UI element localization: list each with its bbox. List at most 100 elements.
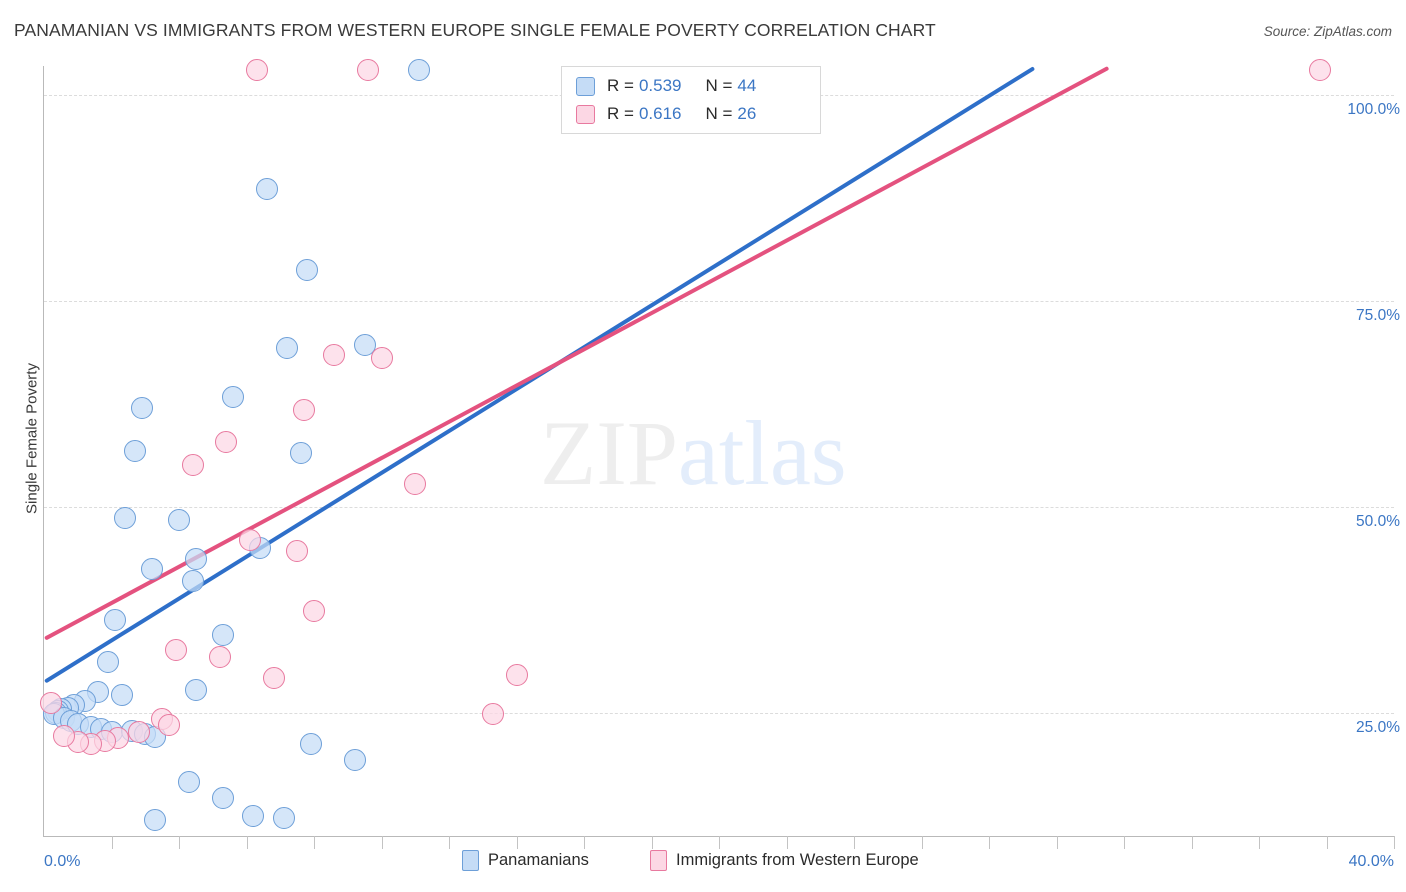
n-value-pink: 26 [737,104,757,123]
series-label-immigrants: Immigrants from Western Europe [676,851,919,869]
scatter-plot-area [39,59,1394,832]
data-point-immigrants[interactable] [245,59,268,82]
data-point-panamanians[interactable] [296,259,319,282]
x-axis-tick [246,836,248,849]
data-point-panamanians[interactable] [184,678,207,701]
r-label-blue: R = [607,76,634,95]
data-point-panamanians[interactable] [168,508,190,531]
data-point-immigrants[interactable] [505,663,528,686]
data-point-immigrants[interactable] [127,721,150,744]
x-axis-tick [516,836,518,849]
data-point-immigrants[interactable] [286,540,309,563]
x-axis-tick [989,836,990,849]
x-axis-tick [314,836,315,849]
gridline-750 [44,300,1394,302]
series-swatch-immigrants [650,850,667,871]
series-legend-panamanians[interactable]: Panamanians [462,850,589,871]
data-point-panamanians[interactable] [211,624,234,647]
stats-legend-row-panamanians: R = 0.539 N = 44 [576,73,756,99]
x-axis-min-label: 0.0% [44,853,81,870]
data-point-immigrants[interactable] [215,431,238,454]
source-attribution: Source: ZipAtlas.com [1263,24,1392,39]
data-point-panamanians[interactable] [272,806,295,829]
data-point-panamanians[interactable] [114,507,136,530]
data-point-immigrants[interactable] [370,347,393,370]
x-axis-tick [179,836,180,849]
gridline-250 [44,712,1394,714]
data-point-immigrants[interactable] [1308,59,1331,82]
y-axis-title: Single Female Poverty [0,0,41,892]
data-point-panamanians[interactable] [97,650,120,673]
x-axis-tick [651,836,653,849]
data-point-panamanians[interactable] [103,609,126,632]
data-point-immigrants[interactable] [292,399,315,422]
data-point-immigrants[interactable] [39,691,62,714]
data-point-immigrants[interactable] [323,344,346,367]
series-legend-immigrants[interactable]: Immigrants from Western Europe [650,850,919,871]
data-point-panamanians[interactable] [184,548,207,571]
data-point-panamanians[interactable] [141,558,163,581]
data-point-panamanians[interactable] [299,732,322,755]
stats-legend: R = 0.539 N = 44 R = 0.616 N = 26 [561,66,821,134]
y-axis-line [43,66,44,836]
data-point-panamanians[interactable] [178,770,201,793]
x-axis-tick [1191,836,1193,849]
data-point-panamanians[interactable] [124,439,147,462]
data-point-immigrants[interactable] [238,528,261,551]
x-axis-tick [111,836,113,849]
x-axis-tick [719,836,720,849]
y-axis-title-label: Single Female Poverty [23,363,41,514]
data-point-immigrants[interactable] [357,59,379,82]
x-axis-tick [786,836,788,849]
n-label-blue: N = [705,76,733,95]
series-label-panamanians: Panamanians [488,851,589,869]
y-axis-label-750: 75.0% [1356,306,1400,324]
r-label-pink: R = [607,104,634,123]
y-axis-label-500: 50.0% [1356,512,1400,530]
data-point-panamanians[interactable] [130,396,153,419]
gridline-500 [44,506,1394,508]
data-point-panamanians[interactable] [144,808,167,831]
data-point-immigrants[interactable] [481,703,504,726]
data-point-panamanians[interactable] [110,684,133,707]
x-axis-tick [1124,836,1125,849]
legend-swatch-panamanians [576,76,595,96]
data-point-immigrants[interactable] [181,454,204,477]
data-point-panamanians[interactable] [222,386,244,409]
data-point-immigrants[interactable] [208,645,231,668]
series-swatch-panamanians [462,850,479,871]
x-axis-max-label: 40.0% [1348,853,1394,870]
r-value-blue: 0.539 [638,76,682,95]
data-point-immigrants[interactable] [164,638,187,661]
data-point-immigrants[interactable] [262,666,285,689]
n-value-blue: 44 [737,76,757,95]
x-axis-tick [1326,836,1328,849]
data-point-immigrants[interactable] [157,713,180,736]
y-axis-label-250: 25.0% [1356,718,1400,736]
data-point-panamanians[interactable] [276,336,298,359]
data-point-immigrants[interactable] [53,724,76,747]
legend-swatch-immigrants [576,104,595,124]
x-axis-line [43,836,1394,837]
page-title: PANAMANIAN VS IMMIGRANTS FROM WESTERN EU… [14,20,936,40]
x-axis-tick [921,836,923,849]
n-label-pink: N = [705,104,733,123]
stats-legend-row-immigrants: R = 0.616 N = 26 [576,101,756,127]
y-axis-label-1000: 100.0% [1347,100,1400,118]
data-point-immigrants[interactable] [404,473,427,496]
data-point-panamanians[interactable] [343,748,366,771]
data-point-panamanians[interactable] [211,787,234,810]
data-point-immigrants[interactable] [303,600,325,623]
x-axis-tick [1259,836,1260,849]
data-point-panamanians[interactable] [181,569,204,592]
data-point-panamanians[interactable] [353,334,376,357]
x-axis-tick [449,836,450,849]
data-point-panamanians[interactable] [289,442,312,465]
x-axis-tick [584,836,585,849]
data-point-panamanians[interactable] [407,59,430,82]
x-axis-tick [854,836,855,849]
data-point-panamanians[interactable] [242,804,265,827]
data-point-panamanians[interactable] [255,177,278,200]
r-value-pink: 0.616 [638,104,682,123]
x-axis-tick [381,836,383,849]
